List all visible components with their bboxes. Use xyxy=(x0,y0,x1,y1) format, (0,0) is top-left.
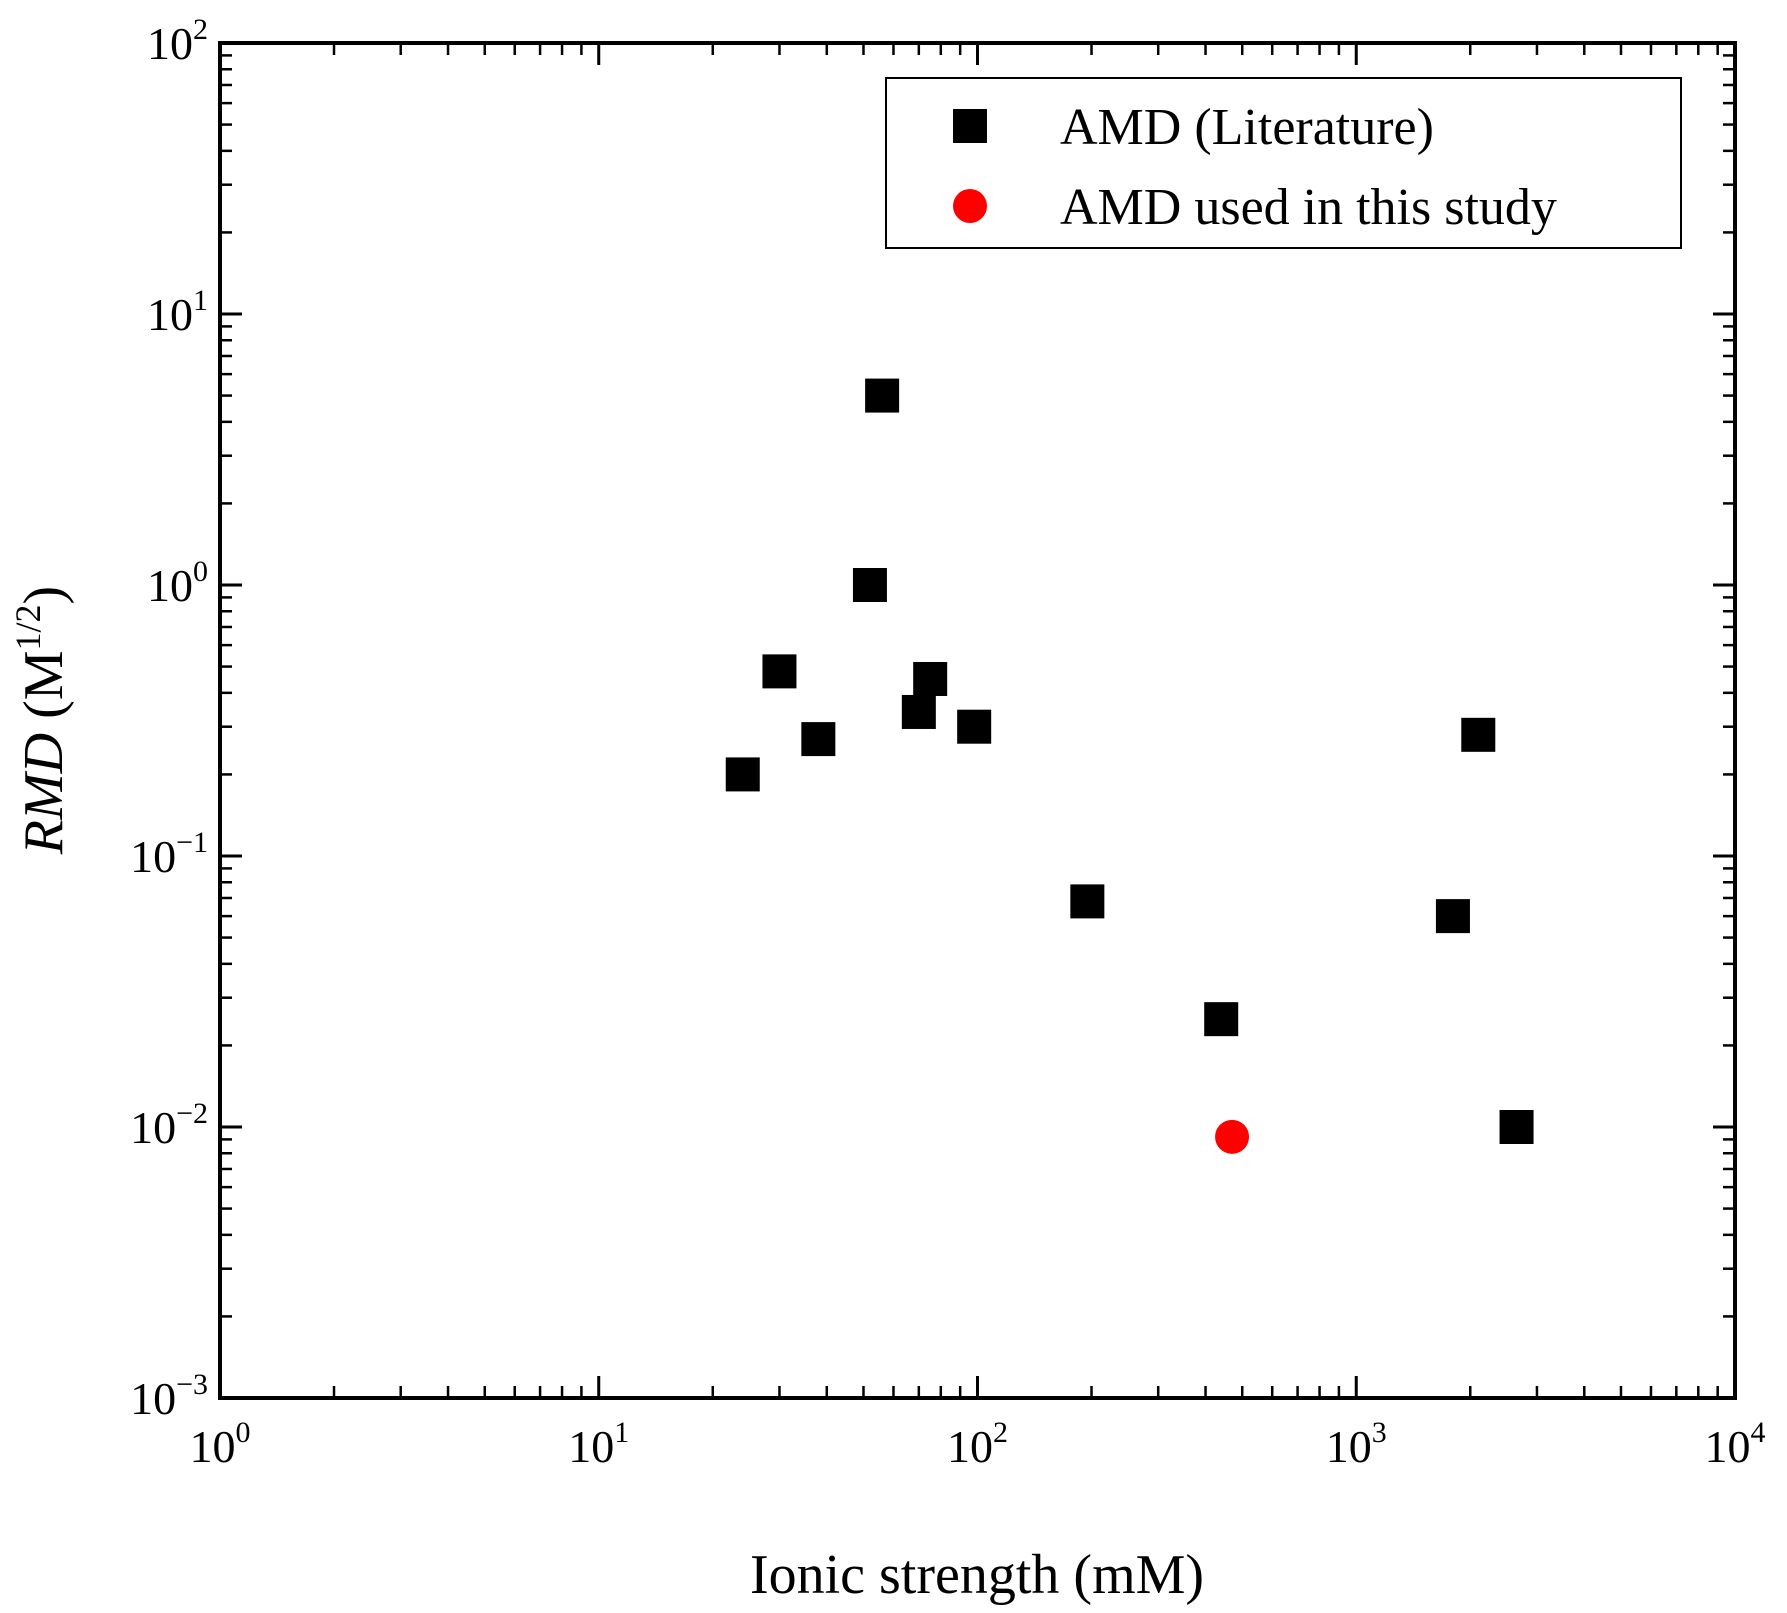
x-tick-label-base: 10 xyxy=(1326,1421,1372,1472)
y-tick-label-base: 10 xyxy=(130,1102,176,1153)
data-point-literature xyxy=(1461,717,1496,752)
y-axis-title: RMD (M1/2) xyxy=(8,586,75,855)
legend-circle-marker xyxy=(953,189,987,223)
x-tick-label: 100 xyxy=(190,1416,251,1472)
data-point-literature xyxy=(913,661,948,696)
data-point-literature xyxy=(865,378,900,413)
plot-frame xyxy=(218,41,1737,1400)
y-tick-label: 10−2 xyxy=(130,1097,208,1153)
y-tick-label-exponent: 0 xyxy=(193,555,208,588)
x-tick-label: 102 xyxy=(947,1416,1008,1472)
y-tick-label-base: 10 xyxy=(130,831,176,882)
x-tick-label-base: 10 xyxy=(568,1421,614,1472)
y-tick-label: 100 xyxy=(147,555,208,611)
data-point-literature xyxy=(801,722,836,757)
data-point-literature xyxy=(762,654,797,689)
y-axis-title-sup: 1/2 xyxy=(8,604,48,650)
data-point-this-study xyxy=(1215,1119,1250,1154)
y-axis-title-unit: (M xyxy=(13,650,75,732)
x-tick-label-exponent: 2 xyxy=(993,1416,1008,1449)
x-tick-labels: 100 101 102 103 104 xyxy=(190,1416,1766,1472)
x-tick-label-base: 10 xyxy=(1705,1421,1751,1472)
y-tick-label-exponent: −1 xyxy=(176,826,208,859)
data-markers xyxy=(725,378,1534,1154)
y-tick-label-base: 10 xyxy=(130,1373,176,1424)
data-point-literature xyxy=(852,568,887,602)
y-axis-title-italic: RMD xyxy=(13,733,75,855)
data-point-literature xyxy=(1070,884,1105,919)
y-axis-title-close: ) xyxy=(13,586,75,605)
data-point-literature xyxy=(957,709,992,744)
y-tick-label: 101 xyxy=(147,284,208,340)
x-tick-label-base: 10 xyxy=(190,1421,236,1472)
x-tick-label-exponent: 3 xyxy=(1372,1416,1387,1449)
y-tick-label-base: 10 xyxy=(147,18,193,69)
data-point-literature xyxy=(901,694,936,729)
x-tick-label: 104 xyxy=(1705,1416,1766,1472)
data-point-literature xyxy=(1204,1002,1239,1037)
data-point-literature xyxy=(725,757,760,792)
x-tick-label-exponent: 1 xyxy=(614,1416,629,1449)
legend: AMD (Literature) AMD used in this study xyxy=(885,77,1682,249)
y-tick-label-exponent: 2 xyxy=(193,13,208,46)
x-tick-label-exponent: 0 xyxy=(236,1416,251,1449)
y-tick-label: 10−3 xyxy=(130,1368,208,1424)
y-tick-label-exponent: −3 xyxy=(176,1368,208,1401)
data-point-literature xyxy=(1499,1110,1534,1144)
x-tick-label: 103 xyxy=(1326,1416,1387,1472)
legend-square-marker xyxy=(953,109,987,143)
y-tick-label: 102 xyxy=(147,13,208,69)
legend-label-literature: AMD (Literature) xyxy=(1060,99,1434,156)
y-tick-label-exponent: 1 xyxy=(193,284,208,317)
x-tick-label-exponent: 4 xyxy=(1751,1416,1766,1449)
y-tick-label-base: 10 xyxy=(147,289,193,340)
legend-label-this-study: AMD used in this study xyxy=(1060,179,1557,236)
x-axis-title: Ionic strength (mM) xyxy=(750,1544,1204,1606)
legend-box xyxy=(885,77,1682,249)
y-tick-label-base: 10 xyxy=(147,560,193,611)
data-point-literature xyxy=(1435,899,1470,934)
y-tick-label-exponent: −2 xyxy=(176,1097,208,1130)
x-tick-label-base: 10 xyxy=(947,1421,993,1472)
y-tick-label: 10−1 xyxy=(130,826,208,882)
x-tick-label: 101 xyxy=(568,1416,629,1472)
